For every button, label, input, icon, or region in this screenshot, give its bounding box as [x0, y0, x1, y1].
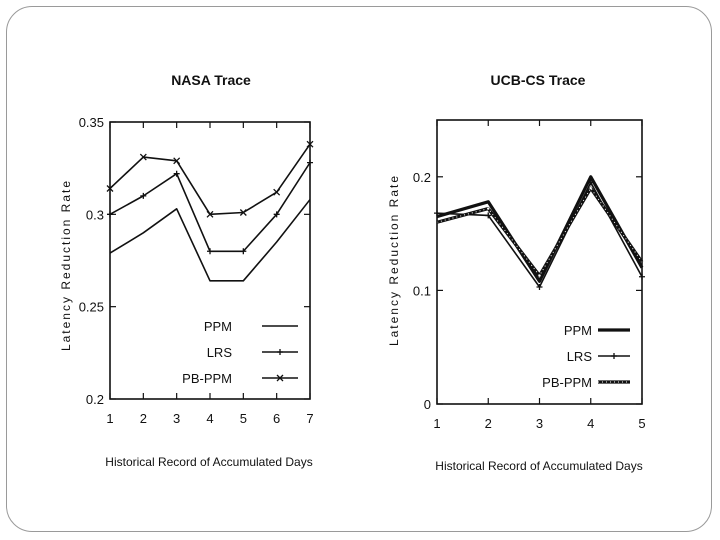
ucb-x-tick-label: 5	[638, 416, 645, 431]
ucb-legend-label-lrs: LRS	[567, 349, 593, 364]
nasa-x-tick-label: 5	[240, 411, 247, 426]
nasa-chart-title: NASA Trace	[171, 72, 251, 88]
ucb-y-tick-label: 0.1	[413, 283, 431, 298]
nasa-x-tick-label: 4	[206, 411, 213, 426]
nasa-series-pb-ppm-line	[109, 143, 311, 216]
ucb-y-tick-label: 0	[424, 397, 431, 412]
nasa-x-tick-label: 1	[106, 411, 113, 426]
nasa-series-lrs-point	[140, 192, 147, 199]
ucb-chart: UCB-CS Trace Latency Reduction Rate Hist…	[387, 72, 646, 473]
ucb-series-pb-ppm-pattern	[436, 187, 643, 277]
ucb-legend-label-ppm: PPM	[564, 323, 592, 338]
ucb-series-pb-ppm-line	[436, 186, 644, 278]
ucb-x-tick-label: 1	[433, 416, 440, 431]
nasa-y-tick-label: 0.25	[79, 300, 104, 315]
ucb-x-tick-label: 2	[485, 416, 492, 431]
nasa-y-tick-label: 0.35	[79, 115, 104, 130]
slide-frame	[6, 6, 712, 532]
nasa-x-tick-label: 7	[306, 411, 313, 426]
nasa-series-ppm-line	[109, 199, 311, 282]
nasa-x-tick-label: 2	[140, 411, 147, 426]
ucb-plot-frame	[436, 119, 643, 405]
ucb-series-ppm-line	[436, 175, 644, 283]
ucb-x-tick-label: 3	[536, 416, 543, 431]
ucb-y-axis-label: Latency Reduction Rate	[387, 174, 401, 346]
nasa-series-pb-ppm-point	[173, 157, 181, 165]
nasa-legend-marker-pb-ppm	[276, 374, 284, 382]
nasa-series-lrs-point	[240, 248, 247, 255]
ucb-chart-title: UCB-CS Trace	[491, 72, 586, 88]
nasa-y-axis-label: Latency Reduction Rate	[59, 179, 73, 351]
ucb-legend-label-pb-ppm: PB-PPM	[542, 375, 592, 390]
nasa-y-tick-label: 0.3	[86, 207, 104, 222]
nasa-series-lrs-point	[273, 211, 280, 218]
nasa-series-pb-ppm-point	[239, 209, 247, 216]
nasa-series-pb-ppm-point	[139, 153, 147, 161]
nasa-x-axis-label: Historical Record of Accumulated Days	[105, 455, 312, 469]
ucb-series-lrs-line	[436, 181, 643, 288]
nasa-chart: NASA Trace Latency Reduction Rate Histor…	[59, 72, 314, 469]
nasa-x-tick-label: 6	[273, 411, 280, 426]
nasa-legend-label-pb-ppm: PB-PPM	[182, 371, 232, 386]
nasa-series-pb-ppm-point	[273, 188, 281, 196]
nasa-series-lrs-point	[207, 248, 213, 255]
nasa-plot-frame	[109, 121, 311, 400]
nasa-series-lrs-point	[173, 170, 180, 177]
nasa-legend-label-ppm: PPM	[204, 319, 232, 334]
ucb-x-tick-label: 4	[587, 416, 594, 431]
nasa-y-tick-label: 0.2	[86, 392, 104, 407]
ucb-series-lrs-point	[485, 212, 492, 219]
ucb-series-lrs-point	[536, 283, 543, 290]
nasa-legend-marker-lrs	[277, 349, 283, 355]
ucb-y-tick-label: 0.2	[413, 170, 431, 185]
ucb-x-axis-label: Historical Record of Accumulated Days	[435, 459, 642, 473]
ucb-series-lrs-point	[587, 179, 594, 186]
ucb-series-pb-ppm-point	[589, 186, 592, 190]
ucb-legend-marker-lrs	[611, 353, 617, 359]
nasa-legend-label-lrs: LRS	[207, 345, 233, 360]
nasa-series-pb-ppm-point	[206, 210, 214, 218]
nasa-x-tick-label: 3	[173, 411, 180, 426]
